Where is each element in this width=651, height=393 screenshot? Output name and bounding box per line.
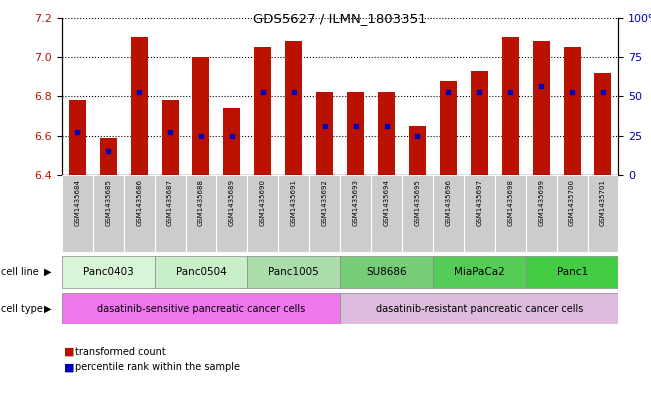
Bar [131,37,148,175]
Text: transformed count: transformed count [75,347,165,357]
Text: GSM1435700: GSM1435700 [569,179,575,226]
Bar [223,108,240,175]
Text: GSM1435696: GSM1435696 [445,179,451,226]
Bar [440,81,457,175]
Text: ▶: ▶ [44,303,51,314]
Text: dasatinib-resistant pancreatic cancer cells: dasatinib-resistant pancreatic cancer ce… [376,303,583,314]
Bar [433,175,464,252]
Bar [124,175,154,252]
Bar [433,256,525,288]
Bar [69,100,86,175]
Bar [247,256,340,288]
Text: Panc0504: Panc0504 [176,267,227,277]
Bar [587,175,618,252]
Text: GSM1435697: GSM1435697 [477,179,482,226]
Bar [525,175,557,252]
Text: dasatinib-sensitive pancreatic cancer cells: dasatinib-sensitive pancreatic cancer ce… [97,303,305,314]
Text: Panc0403: Panc0403 [83,267,133,277]
Text: GSM1435693: GSM1435693 [353,179,359,226]
Bar [278,175,309,252]
Text: cell type: cell type [1,303,43,314]
Text: cell line: cell line [1,267,39,277]
Text: ■: ■ [64,347,74,357]
Text: ■: ■ [64,362,74,373]
Text: GSM1435688: GSM1435688 [198,179,204,226]
Bar [316,92,333,175]
Bar [186,175,216,252]
Text: GSM1435694: GSM1435694 [383,179,389,226]
Bar [495,175,525,252]
Text: GSM1435684: GSM1435684 [74,179,80,226]
Bar [347,92,364,175]
Text: GSM1435698: GSM1435698 [507,179,513,226]
Text: GSM1435691: GSM1435691 [291,179,297,226]
Bar [557,175,587,252]
Text: GDS5627 / ILMN_1803351: GDS5627 / ILMN_1803351 [253,12,427,25]
Bar [62,175,92,252]
Bar [533,41,549,175]
Bar [409,126,426,175]
Bar [340,294,618,323]
Text: GSM1435686: GSM1435686 [136,179,142,226]
Text: Panc1005: Panc1005 [268,267,319,277]
Text: ▶: ▶ [44,267,51,277]
Text: GSM1435689: GSM1435689 [229,179,235,226]
Bar [371,175,402,252]
Text: GSM1435687: GSM1435687 [167,179,173,226]
Bar [564,47,581,175]
Bar [255,47,271,175]
Bar [247,175,278,252]
Bar [154,256,247,288]
Bar [62,294,340,323]
Bar [402,175,433,252]
Text: GSM1435701: GSM1435701 [600,179,606,226]
Bar [525,256,618,288]
Bar [193,57,210,175]
Bar [594,73,611,175]
Text: GSM1435690: GSM1435690 [260,179,266,226]
Bar [62,256,154,288]
Bar [285,41,302,175]
Text: SU8686: SU8686 [367,267,407,277]
Bar [464,175,495,252]
Bar [502,37,519,175]
Bar [309,175,340,252]
Bar [340,175,371,252]
Bar [100,138,117,175]
Text: MiaPaCa2: MiaPaCa2 [454,267,505,277]
Bar [216,175,247,252]
Text: GSM1435699: GSM1435699 [538,179,544,226]
Bar [92,175,124,252]
Bar [161,100,178,175]
Text: Panc1: Panc1 [557,267,588,277]
Bar [471,71,488,175]
Bar [340,256,433,288]
Bar [154,175,186,252]
Text: GSM1435685: GSM1435685 [105,179,111,226]
Bar [378,92,395,175]
Text: GSM1435692: GSM1435692 [322,179,327,226]
Text: GSM1435695: GSM1435695 [415,179,421,226]
Text: percentile rank within the sample: percentile rank within the sample [75,362,240,373]
